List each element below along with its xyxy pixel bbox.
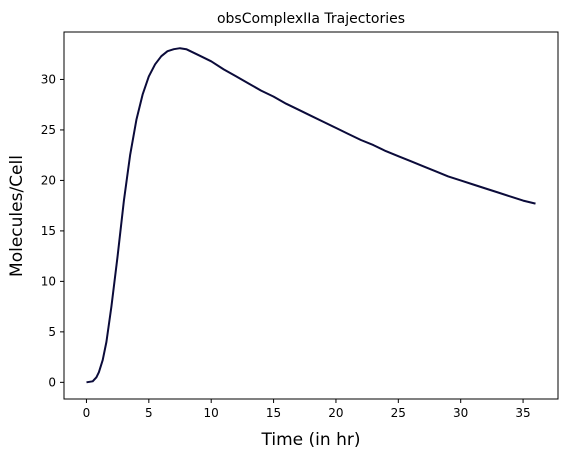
chart-title: obsComplexIIa Trajectories: [217, 11, 405, 27]
x-axis-ticks: 0 5 10 15 20 25 30 35: [83, 399, 531, 420]
y-axis-title: Molecules/Cell: [7, 155, 27, 277]
y-tick-label: 0: [48, 375, 56, 389]
y-tick-label: 5: [48, 325, 56, 339]
x-tick-label: 30: [453, 406, 468, 420]
y-tick-label: 10: [41, 274, 56, 288]
y-tick-label: 20: [41, 173, 56, 187]
x-tick-label: 5: [145, 406, 153, 420]
series-layer: [86, 47, 536, 384]
x-tick-label: 25: [391, 406, 406, 420]
y-axis-ticks: 0 5 10 15 20 25 30: [41, 72, 64, 389]
x-tick-label: 20: [328, 406, 343, 420]
series-line: [86, 47, 536, 384]
plot-area-frame: [63, 31, 559, 400]
y-tick-label: 25: [41, 123, 56, 137]
x-tick-label: 15: [266, 406, 281, 420]
x-tick-label: 0: [83, 406, 91, 420]
x-tick-label: 35: [515, 406, 530, 420]
x-axis-title: Time (in hr): [261, 430, 361, 450]
y-tick-label: 30: [41, 72, 56, 86]
x-tick-label: 10: [204, 406, 219, 420]
y-tick-label: 15: [41, 224, 56, 238]
